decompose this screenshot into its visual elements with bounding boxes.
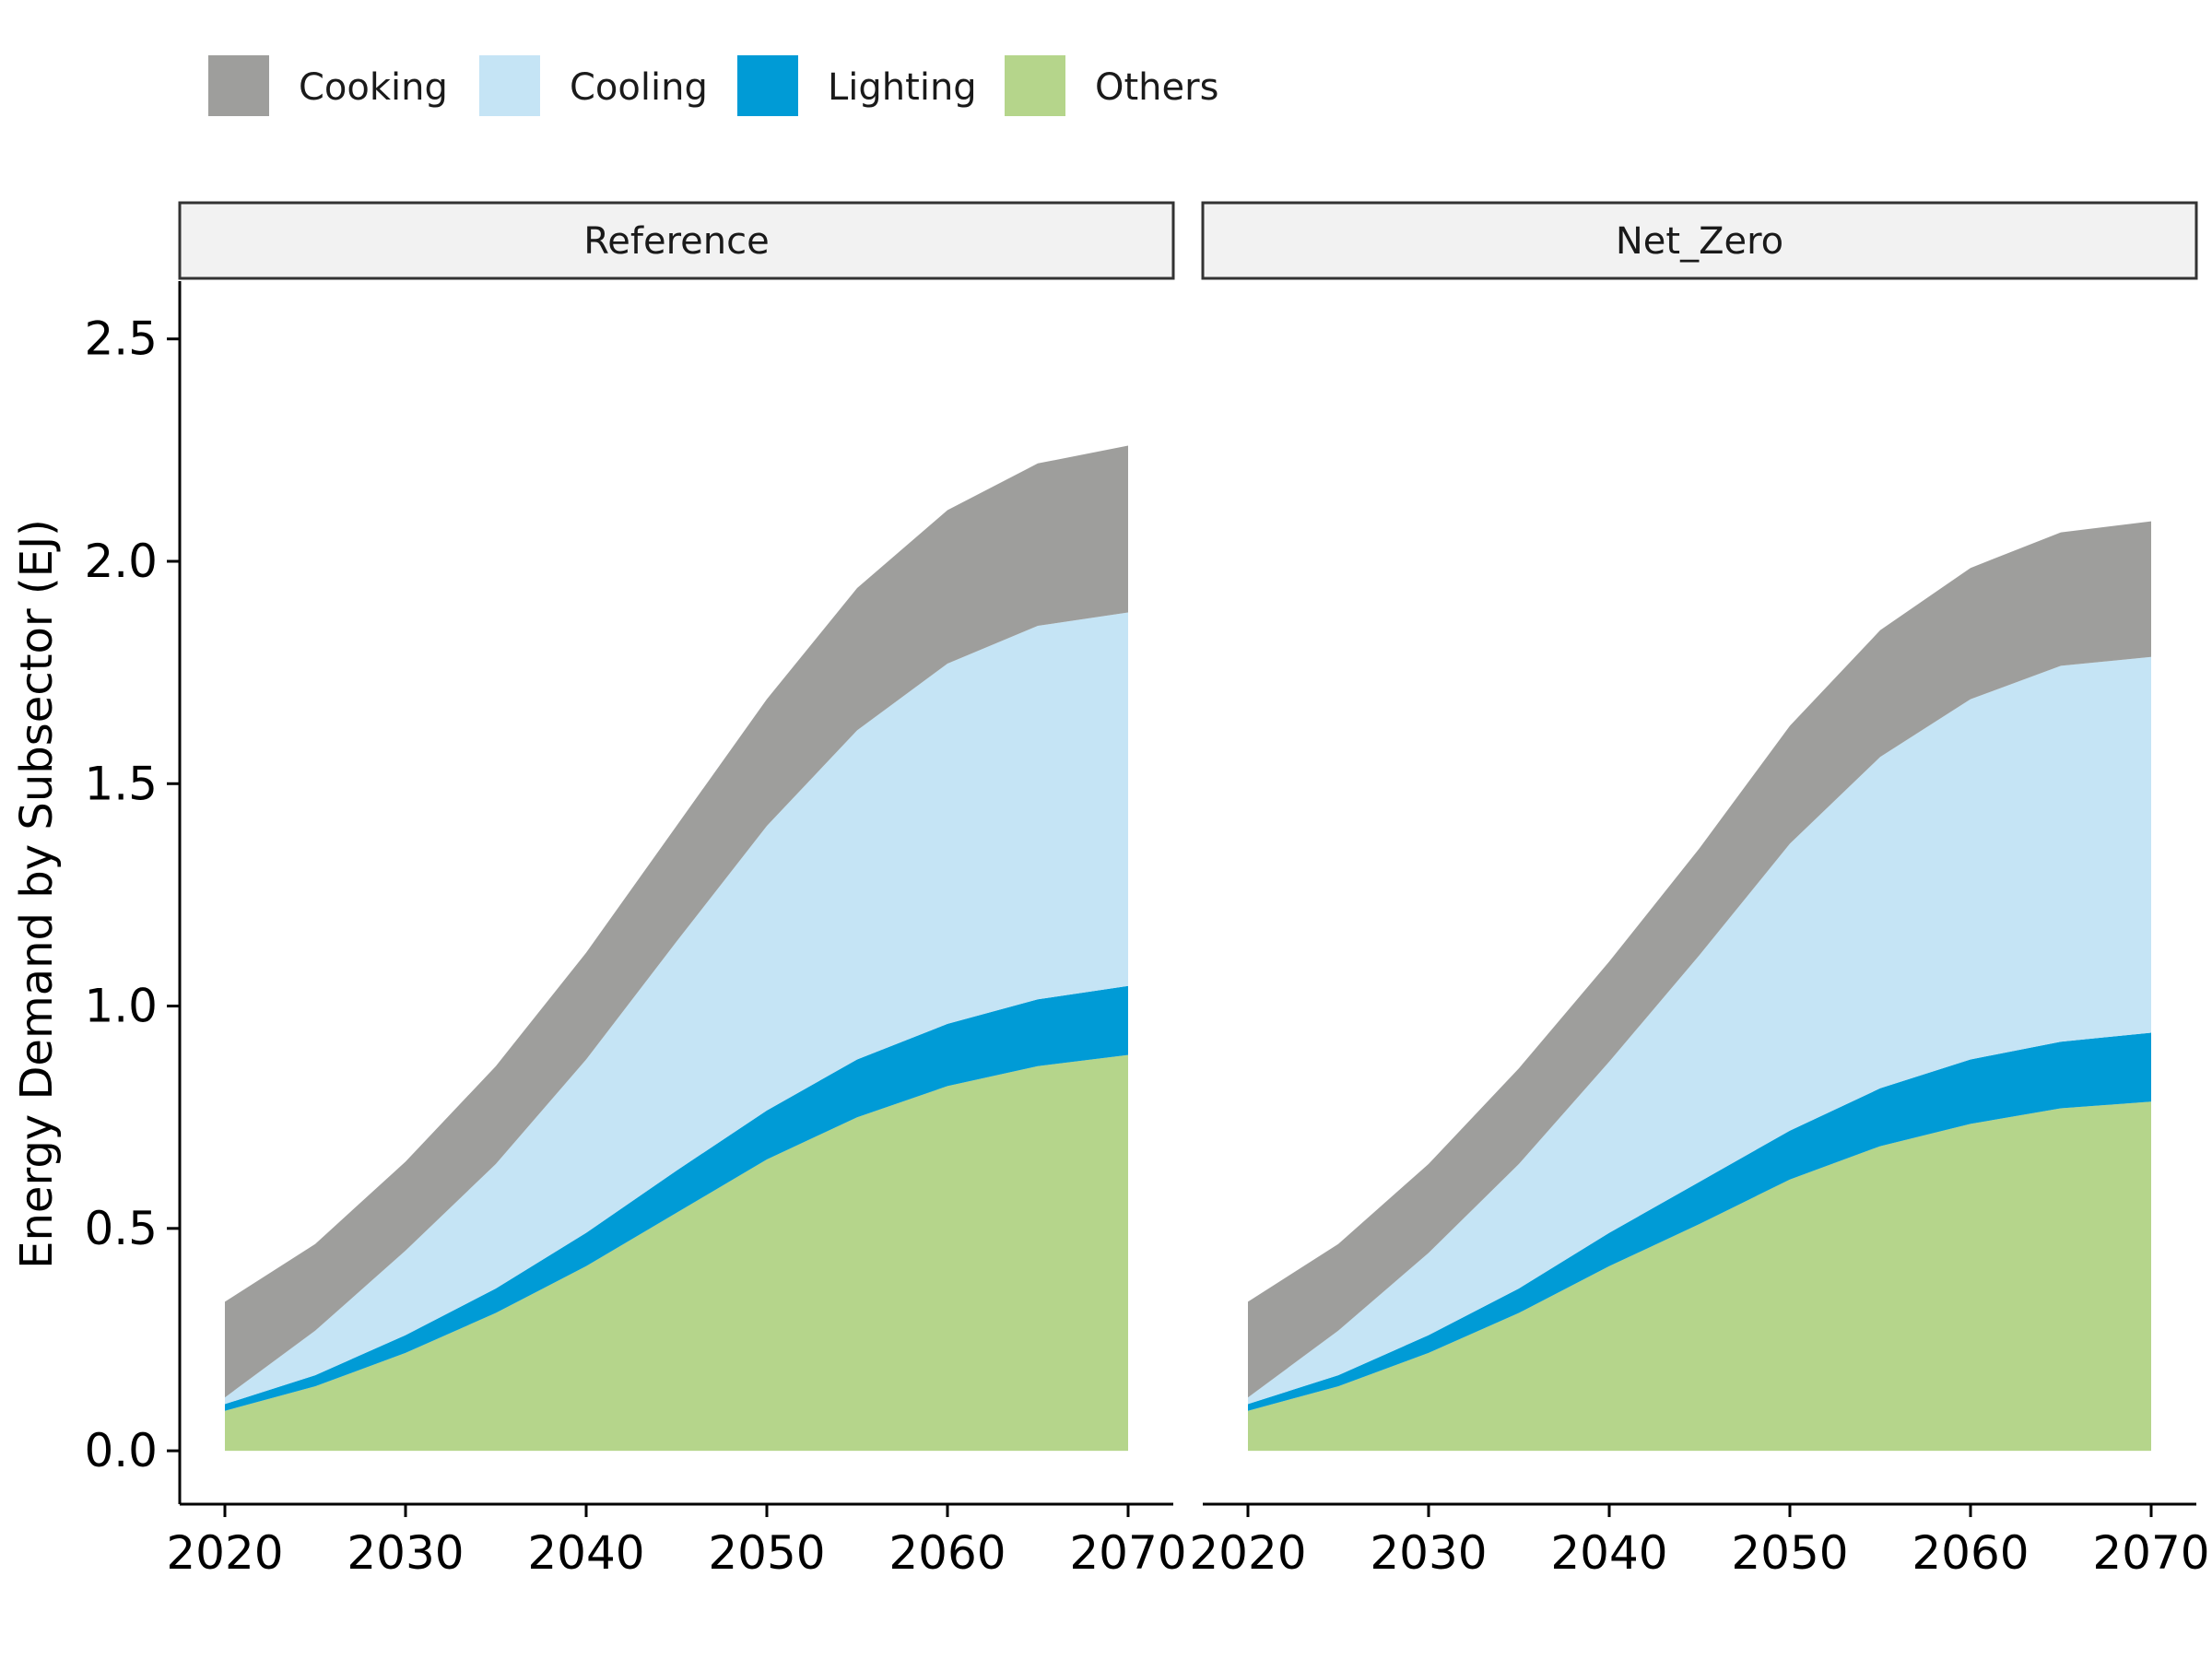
y-tick-label: 2.0 xyxy=(84,535,158,588)
x-tick-label: 2060 xyxy=(888,1526,1006,1580)
legend: Cooking Cooling Lighting Others xyxy=(208,55,1218,116)
panel-net-zero: Net_Zero 2020 2030 2040 2050 2060 2070 xyxy=(1189,201,2210,1580)
legend-item-cooking: Cooking xyxy=(208,55,448,116)
facet-strip-net-zero xyxy=(1201,201,2198,280)
y-tick-label: 1.5 xyxy=(84,757,158,810)
x-tick-label: 2040 xyxy=(527,1526,644,1580)
x-tick-label: 2070 xyxy=(2092,1526,2209,1580)
x-tick-label: 2050 xyxy=(1731,1526,1848,1580)
panel-reference: Reference 2020 2030 2040 2050 2060 2070 xyxy=(166,201,1187,1580)
y-axis: 0.0 0.5 1.0 1.5 2.0 2.5 xyxy=(84,281,182,1504)
area-net-zero-lighting xyxy=(1248,1032,2151,1411)
x-tick-label: 2030 xyxy=(347,1526,464,1580)
legend-label-others: Others xyxy=(1095,66,1218,109)
x-tick-label: 2060 xyxy=(1912,1526,2029,1580)
legend-swatch-cooking xyxy=(208,55,269,116)
y-tick-label: 0.5 xyxy=(84,1202,158,1255)
y-tick-label: 1.0 xyxy=(84,980,158,1033)
legend-item-lighting: Lighting xyxy=(737,55,977,116)
legend-label-cooking: Cooking xyxy=(299,66,448,109)
area-reference-cooking xyxy=(225,445,1128,1398)
legend-item-cooling: Cooling xyxy=(479,55,708,116)
x-tick-label: 2020 xyxy=(1189,1526,1306,1580)
facet-label-net-zero: Net_Zero xyxy=(1616,220,1783,263)
x-tick-label: 2070 xyxy=(1069,1526,1186,1580)
facet-label-reference: Reference xyxy=(583,220,769,263)
area-net-zero-cooling xyxy=(1248,656,2151,1405)
legend-label-lighting: Lighting xyxy=(828,66,977,109)
legend-item-others: Others xyxy=(1005,55,1218,116)
area-reference-cooling xyxy=(225,612,1128,1405)
y-tick-label: 0.0 xyxy=(84,1424,158,1477)
x-tick-label: 2050 xyxy=(708,1526,825,1580)
x-tick-label: 2030 xyxy=(1370,1526,1487,1580)
y-tick-label: 2.5 xyxy=(84,312,158,366)
legend-swatch-others xyxy=(1005,55,1065,116)
area-reference-others xyxy=(225,1054,1128,1452)
legend-swatch-lighting xyxy=(737,55,798,116)
area-net-zero-others xyxy=(1248,1101,2151,1452)
y-axis-title: Energy Demand by Subsector (EJ) xyxy=(11,519,63,1269)
x-tick-label: 2020 xyxy=(166,1526,283,1580)
legend-label-cooling: Cooling xyxy=(570,66,708,109)
x-tick-label: 2040 xyxy=(1550,1526,1667,1580)
legend-swatch-cooling xyxy=(479,55,540,116)
area-net-zero-cooking xyxy=(1248,521,2151,1398)
area-reference-lighting xyxy=(225,985,1128,1411)
facet-strip-reference xyxy=(178,201,1175,280)
